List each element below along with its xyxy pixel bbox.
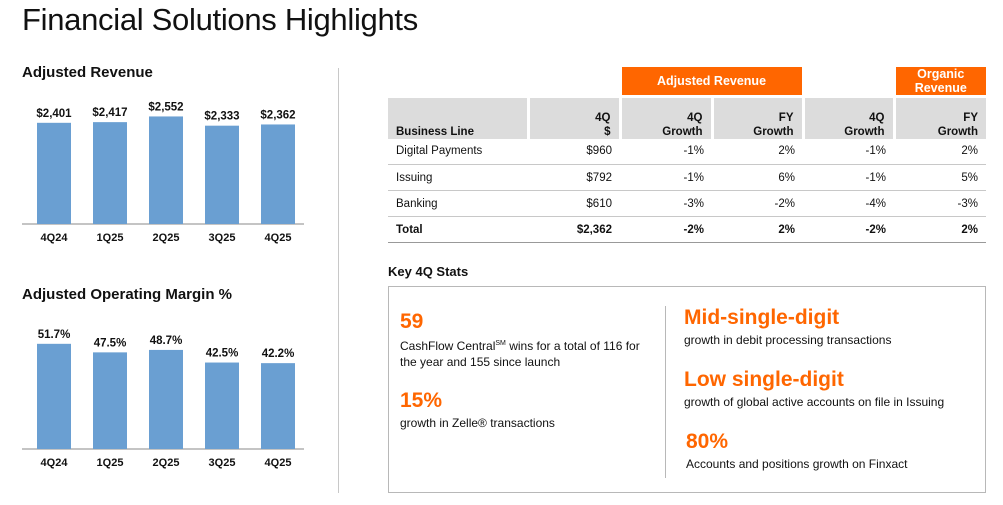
cell-fy-growth: 2% <box>712 138 803 165</box>
cell-4q-growth: -1% <box>620 138 712 165</box>
table-row: Issuing $792 -1% 6% -1% 5% <box>388 164 986 191</box>
margin-value-label: 47.5% <box>94 337 127 349</box>
margin-category-label: 3Q25 <box>209 457 236 469</box>
revenue-value-label: $2,333 <box>204 111 239 123</box>
stat-description: growth in debit processing transactions <box>684 333 892 347</box>
adjusted-operating-margin-chart: 51.7% 4Q24 47.5% 1Q25 48.7% 2Q25 42.5% 3Q25 42.2… <box>22 329 304 469</box>
cell-4q-dollar: $792 <box>528 164 620 191</box>
margin-bar-2q25 <box>149 349 183 449</box>
margin-category-label: 1Q25 <box>97 457 124 469</box>
stat-number: Mid-single-digit <box>684 306 840 329</box>
margin-bar-4q24 <box>37 343 71 449</box>
margin-value-label: 51.7% <box>38 329 71 341</box>
cell-business-line: Issuing <box>388 164 528 191</box>
stat-description: Accounts and positions growth on Finxact <box>686 457 908 471</box>
revenue-category-label: 3Q25 <box>209 232 236 244</box>
margin-category-label: 4Q24 <box>41 457 69 469</box>
adjusted-operating-margin-chart-title: Adjusted Operating Margin % <box>22 286 233 303</box>
stat-number: Low single-digit <box>684 368 844 391</box>
column-header-fy-growth: FY Growth <box>710 95 803 139</box>
stat-zelle: 15% growth in Zelle® transactions <box>400 389 655 431</box>
margin-value-label: 42.5% <box>206 348 239 360</box>
revenue-category-label: 4Q25 <box>265 232 292 244</box>
table-group-header-empty <box>388 67 528 97</box>
stat-cashflow-central: 59 CashFlow CentralSM wins for a total o… <box>400 310 655 370</box>
cell-business-line: Digital Payments <box>388 138 528 165</box>
stat-number: 15% <box>400 389 443 412</box>
key-stats-title: Key 4Q Stats <box>388 264 469 279</box>
group-header-gap <box>801 67 894 97</box>
revenue-bar-4q25 <box>261 124 295 224</box>
cell-organic-4q-growth: -1% <box>803 138 894 165</box>
table-column-header-row: Business Line 4Q $4Q Growth FY Growth 4Q Growth… <box>388 95 986 139</box>
cell-organic-4q-growth: -4% <box>803 190 894 217</box>
revenue-bar-1q25 <box>93 122 127 224</box>
revenue-value-label: $2,401 <box>36 108 72 120</box>
stat-finxact: 80% Accounts and positions growth on Fin… <box>686 430 981 472</box>
revenue-bar-3q25 <box>205 125 239 224</box>
margin-bar-1q25 <box>93 352 127 449</box>
margin-category-label: 4Q25 <box>265 457 292 469</box>
column-header-organic-4q-growth: 4Q Growth <box>801 95 894 139</box>
cell-fy-growth: 6% <box>712 164 803 191</box>
group-header-adjusted-revenue: Adjusted Revenue <box>618 67 803 97</box>
revenue-value-label: $2,552 <box>148 101 183 113</box>
group-header-organic-revenue: Organic Revenue <box>892 67 986 97</box>
stat-description: CashFlow CentralSM wins for a total of 1… <box>400 339 640 369</box>
cell-organic-4q-growth: -1% <box>803 164 894 191</box>
stat-debit-processing: Mid-single-digit growth in debit process… <box>684 306 979 348</box>
margin-category-label: 2Q25 <box>153 457 180 469</box>
stat-description: growth in Zelle® transactions <box>400 416 555 430</box>
table-row: Digital Payments $960 -1% 2% -1% 2% <box>388 138 986 165</box>
cell-4q-growth: -1% <box>620 164 712 191</box>
column-header-4q-dollar: 4Q $ <box>526 95 620 139</box>
stat-number: 59 <box>400 310 424 333</box>
margin-bar-4q25 <box>261 363 295 449</box>
cell-4q-growth: -2% <box>620 216 712 243</box>
cell-fy-growth: -2% <box>712 190 803 217</box>
revenue-category-label: 2Q25 <box>153 232 180 244</box>
cell-4q-dollar: $960 <box>528 138 620 165</box>
margin-value-label: 42.2% <box>262 348 295 360</box>
key-stats-divider <box>665 306 666 478</box>
page-title: Financial Solutions Highlights <box>22 2 418 37</box>
cell-organic-fy-growth: 5% <box>894 164 986 191</box>
revenue-value-label: $2,362 <box>260 109 295 121</box>
column-header-4q-growth: 4Q Growth <box>618 95 712 139</box>
cell-4q-dollar: $2,362 <box>528 216 620 243</box>
cell-4q-dollar: $610 <box>528 190 620 217</box>
cell-organic-fy-growth: 2% <box>894 216 986 243</box>
stat-number: 80% <box>686 430 729 453</box>
cell-fy-growth: 2% <box>712 216 803 243</box>
cell-4q-growth: -3% <box>620 190 712 217</box>
column-header-business-line: Business Line <box>388 95 528 139</box>
table-total-row: Total $2,362 -2% 2% -2% 2% <box>388 216 986 243</box>
cell-business-line: Banking <box>388 190 528 217</box>
table-row: Banking $610 -3% -2% -4% -3% <box>388 190 986 217</box>
table-group-header-row: Adjusted Revenue Organic Revenue <box>388 67 986 97</box>
key-stats-box <box>388 286 986 493</box>
revenue-category-label: 4Q24 <box>41 232 69 244</box>
vertical-divider <box>338 68 339 493</box>
cell-business-line: Total <box>388 216 528 243</box>
revenue-value-label: $2,417 <box>92 107 127 119</box>
revenue-bar-4q24 <box>37 122 71 224</box>
stat-description: growth of global active accounts on file… <box>684 395 945 409</box>
margin-value-label: 48.7% <box>150 335 183 347</box>
margin-bar-3q25 <box>205 362 239 449</box>
cell-organic-fy-growth: -3% <box>894 190 986 217</box>
revenue-category-label: 1Q25 <box>97 232 124 244</box>
business-line-table: Adjusted Revenue Organic Revenue Busines… <box>388 67 986 243</box>
column-header-organic-fy-growth: FY Growth <box>892 95 986 139</box>
stat-issuing-accounts: Low single-digit growth of global active… <box>684 368 979 410</box>
table-group-header-empty <box>528 67 620 97</box>
revenue-bar-2q25 <box>149 116 183 224</box>
adjusted-revenue-chart: $2,401 4Q24 $2,417 1Q25 $2,552 2Q25 $2,333 3Q25… <box>22 101 304 244</box>
adjusted-revenue-chart-title: Adjusted Revenue <box>22 64 153 81</box>
cell-organic-fy-growth: 2% <box>894 138 986 165</box>
cell-organic-4q-growth: -2% <box>803 216 894 243</box>
